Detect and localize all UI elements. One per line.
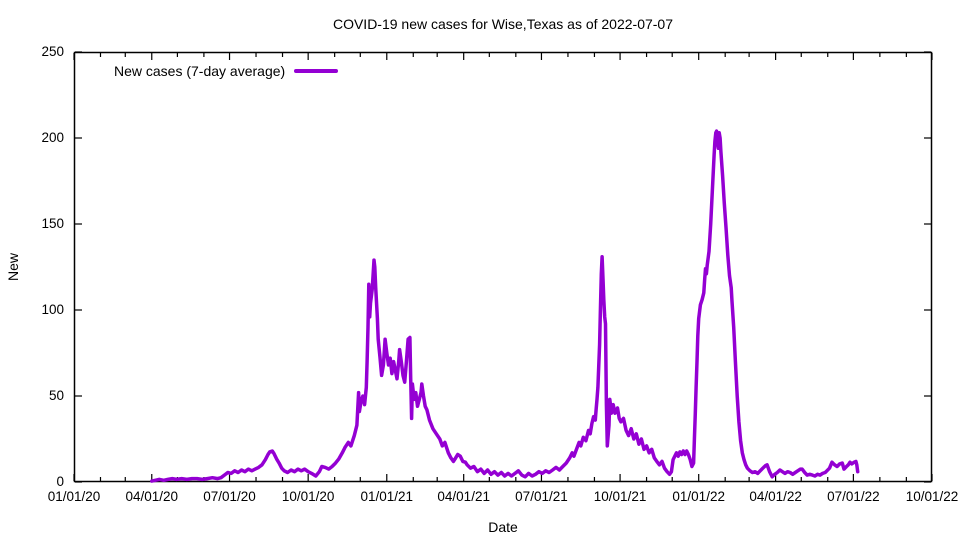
y-axis-label: New [5, 253, 21, 282]
y-tick-label: 250 [41, 44, 64, 59]
x-tick-label: 07/01/22 [827, 489, 880, 504]
x-tick-label: 07/01/20 [203, 489, 256, 504]
x-tick-label: 01/01/21 [360, 489, 414, 504]
y-tick-label: 200 [41, 130, 64, 145]
x-tick-label: 10/01/20 [281, 489, 335, 504]
series-line [150, 129, 860, 483]
chart-title: COVID-19 new cases for Wise,Texas as of … [332, 16, 674, 32]
x-tick-label: 04/01/22 [749, 489, 802, 504]
x-axis-label: Date [488, 519, 518, 535]
x-tick-label: 10/01/21 [593, 489, 647, 504]
x-tick-label: 10/01/22 [905, 489, 959, 504]
y-tick-label: 50 [48, 388, 64, 403]
y-tick-label: 150 [41, 216, 64, 231]
y-tick-label: 100 [41, 302, 64, 317]
x-tick-label: 01/01/20 [47, 489, 101, 504]
y-tick-label: 0 [56, 474, 64, 489]
legend-line-sample [294, 69, 339, 73]
x-tick-label: 04/01/20 [125, 489, 179, 504]
x-tick-label: 01/01/22 [672, 489, 725, 504]
plot-border [73, 51, 933, 483]
legend-label: New cases (7-day average) [114, 63, 286, 79]
legend: New cases (7-day average) [114, 62, 339, 80]
x-tick-label: 04/01/21 [437, 489, 490, 504]
x-tick-label: 07/01/21 [515, 489, 568, 504]
